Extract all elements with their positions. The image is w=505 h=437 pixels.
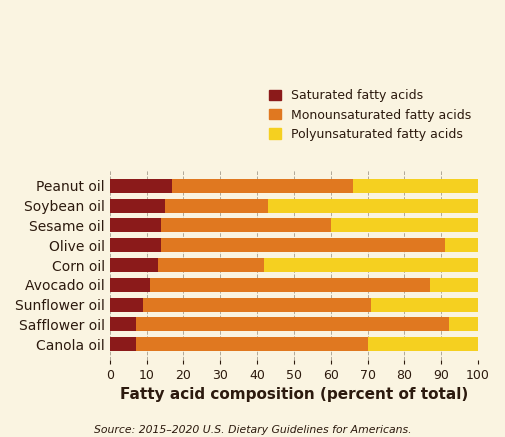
Bar bbox=[368, 337, 478, 351]
Bar bbox=[161, 238, 445, 252]
Bar bbox=[110, 199, 165, 212]
X-axis label: Fatty acid composition (percent of total): Fatty acid composition (percent of total… bbox=[120, 387, 468, 402]
Bar bbox=[110, 258, 158, 272]
Bar bbox=[110, 337, 135, 351]
Bar bbox=[158, 258, 265, 272]
Bar bbox=[430, 278, 478, 292]
Bar bbox=[353, 179, 478, 193]
Bar bbox=[150, 278, 430, 292]
Bar bbox=[445, 238, 478, 252]
Bar bbox=[165, 199, 268, 212]
Bar bbox=[110, 298, 143, 312]
Bar bbox=[371, 298, 478, 312]
Bar bbox=[331, 218, 478, 232]
Bar bbox=[110, 238, 161, 252]
Bar bbox=[135, 337, 368, 351]
Bar bbox=[268, 199, 478, 212]
Bar bbox=[172, 179, 353, 193]
Bar bbox=[161, 218, 331, 232]
Bar bbox=[110, 278, 150, 292]
Legend: Saturated fatty acids, Monounsaturated fatty acids, Polyunsaturated fatty acids: Saturated fatty acids, Monounsaturated f… bbox=[265, 86, 476, 145]
Bar bbox=[265, 258, 478, 272]
Bar bbox=[110, 218, 161, 232]
Bar bbox=[448, 317, 478, 331]
Bar bbox=[143, 298, 371, 312]
Bar bbox=[110, 179, 172, 193]
Bar bbox=[135, 317, 448, 331]
Bar bbox=[110, 317, 135, 331]
Text: Source: 2015–2020 U.S. Dietary Guidelines for Americans.: Source: 2015–2020 U.S. Dietary Guideline… bbox=[94, 425, 411, 435]
